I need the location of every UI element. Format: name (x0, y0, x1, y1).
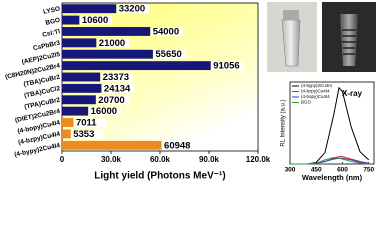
value-label: 23373 (103, 72, 129, 83)
value-label-bg (151, 27, 184, 36)
value-label-bg (153, 49, 186, 59)
value-label: 91056 (213, 61, 239, 72)
value-label-bg (211, 61, 244, 71)
bar (62, 129, 71, 139)
bar (62, 83, 102, 93)
x-tick-label: 60.0k (150, 155, 171, 164)
x-tick-label: 300 (285, 167, 296, 174)
value-label-bg (117, 4, 150, 14)
x-tick-label: 450 (311, 167, 322, 174)
bar (62, 140, 162, 150)
bar (62, 106, 89, 116)
bar (62, 4, 117, 14)
value-label-bg (101, 72, 134, 82)
y-axis-label: RL Intensity (a.u.) (281, 99, 287, 146)
y-tick-label: CsI:Tl (42, 28, 61, 39)
bar (62, 72, 101, 82)
legend-label: (4-bopy)Cu4I4 (301, 94, 330, 99)
figure: 0 30.0k 60.0k 90.0k 120.0k Light yield (Photo… (5, 2, 376, 182)
value-label-bg (71, 129, 104, 139)
chart-title: X-ray (342, 89, 363, 98)
bar (62, 49, 153, 59)
x-tick-label: 750 (363, 167, 374, 174)
legend-label: (4-bzpy)Cu4I4 (301, 89, 330, 94)
value-label-bg (89, 106, 122, 116)
y-tick-label: CsPbBr3 (32, 40, 61, 53)
x-axis-label: Wavelength (nm) (302, 173, 363, 182)
value-label-bg (97, 38, 130, 48)
bar (62, 61, 211, 71)
value-label: 7011 (76, 118, 97, 129)
value-label-bg (74, 118, 107, 127)
value-label: 54000 (153, 26, 179, 37)
x-tick-label: 120.0k (246, 155, 271, 164)
photo-right (322, 2, 376, 72)
bar (62, 38, 97, 48)
value-label: 24134 (104, 83, 131, 94)
x-tick-label: 0 (60, 155, 65, 164)
value-label: 33200 (119, 4, 145, 15)
x-axis-label: Light yield (Photons MeV⁻¹) (94, 171, 225, 182)
value-label: 55650 (155, 49, 181, 60)
page: {"chart_data": [ {"type": "barh", "categ… (4, 2, 376, 182)
x-tick-label: 90.0k (199, 155, 220, 164)
bar (62, 95, 96, 105)
value-label-bg (80, 15, 113, 25)
value-label: 20700 (98, 95, 124, 106)
value-label-bg (96, 95, 129, 105)
value-label: 5353 (73, 129, 94, 140)
bar (62, 118, 74, 127)
x-tick-label: 30.0k (101, 155, 122, 164)
y-tick-label: BGO (45, 17, 61, 27)
value-label: 16000 (91, 106, 117, 117)
legend-label: BGO (301, 100, 312, 105)
value-label-bg (102, 83, 135, 93)
y-tick-label: LYSO (43, 5, 61, 15)
legend-label: (4-bypy)2Cu4I4 (301, 83, 333, 88)
x-tick-label: 600 (337, 167, 348, 174)
value-label-bg (162, 140, 195, 150)
bar (62, 27, 151, 36)
bar (62, 15, 80, 25)
series-line (290, 156, 369, 165)
value-label: 21000 (99, 38, 125, 49)
value-label: 10600 (82, 15, 108, 26)
photo-left (267, 2, 317, 72)
value-label: 60948 (164, 140, 190, 151)
